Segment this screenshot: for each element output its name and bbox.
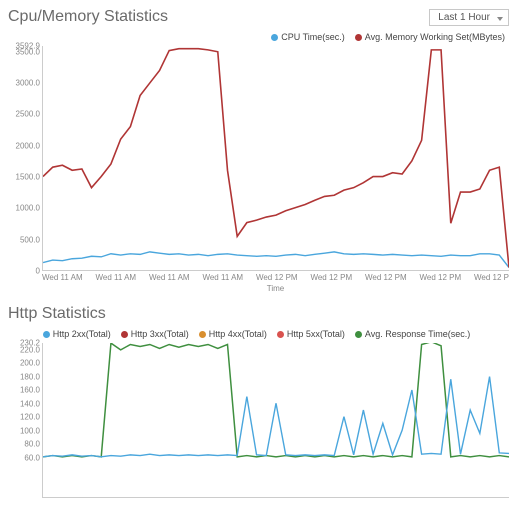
x-tick-label: Wed 12 P: [474, 273, 509, 282]
legend-label: Http 3xx(Total): [131, 329, 189, 339]
y-tick-label: 80.0: [24, 440, 40, 449]
chart-plot-area: 60.080.0100.0120.0140.0160.0180.0200.022…: [8, 343, 509, 498]
x-tick-label: Wed 12 PM: [310, 273, 352, 282]
y-tick-label: 60.0: [24, 453, 40, 462]
y-tick-label: 2000.0: [16, 141, 40, 150]
legend-label: Avg. Memory Working Set(MBytes): [365, 32, 505, 42]
http-stats-panel: Http Statistics Http 2xx(Total) Http 3xx(…: [8, 305, 509, 498]
y-tick-label: 160.0: [20, 386, 40, 395]
legend-swatch: [43, 331, 50, 338]
y-tick-label: 230.2: [20, 339, 40, 348]
series-line: [43, 252, 509, 268]
panel-header: Cpu/Memory Statistics Last 1 Hour: [8, 8, 509, 26]
legend-item: Avg. Memory Working Set(MBytes): [355, 32, 505, 42]
legend-item: Http 3xx(Total): [121, 329, 189, 339]
x-axis: Wed 11 AM Wed 11 AM Wed 11 AM Wed 11 AM Wed …: [42, 271, 509, 282]
y-tick-label: 1000.0: [16, 204, 40, 213]
legend-label: Avg. Response Time(sec.): [365, 329, 470, 339]
y-tick-label: 3000.0: [16, 79, 40, 88]
y-tick-label: 1500.0: [16, 173, 40, 182]
x-tick-label: Wed 11 AM: [202, 273, 243, 282]
dropdown-label: Last 1 Hour: [438, 12, 490, 23]
chart-legend: CPU Time(sec.) Avg. Memory Working Set(MB…: [8, 30, 509, 46]
series-line: [43, 377, 509, 457]
x-tick-label: Wed 11 AM: [42, 273, 83, 282]
x-tick-label: Wed 12 PM: [365, 273, 407, 282]
plot: [42, 343, 509, 498]
x-tick-label: Wed 12 PM: [256, 273, 298, 282]
legend-item: Http 4xx(Total): [199, 329, 267, 339]
y-axis: 60.080.0100.0120.0140.0160.0180.0200.022…: [8, 343, 42, 498]
y-tick-label: 0: [36, 267, 40, 276]
y-tick-label: 200.0: [20, 359, 40, 368]
x-tick-label: Wed 11 AM: [149, 273, 190, 282]
series-line: [43, 343, 509, 457]
y-tick-label: 120.0: [20, 413, 40, 422]
legend-item: Http 2xx(Total): [43, 329, 111, 339]
y-tick-label: 3592.9: [16, 42, 40, 51]
legend-item: Avg. Response Time(sec.): [355, 329, 470, 339]
y-tick-label: 140.0: [20, 399, 40, 408]
chart-title: Http Statistics: [8, 305, 509, 323]
cpu-memory-panel: Cpu/Memory Statistics Last 1 Hour CPU Ti…: [8, 8, 509, 293]
y-tick-label: 100.0: [20, 426, 40, 435]
legend-label: Http 2xx(Total): [53, 329, 111, 339]
legend-swatch: [121, 331, 128, 338]
plot: [42, 46, 509, 271]
y-tick-label: 2500.0: [16, 110, 40, 119]
legend-swatch: [271, 34, 278, 41]
chart-plot-area: 0500.01000.01500.02000.02500.03000.03500…: [8, 46, 509, 271]
x-tick-label: Wed 11 AM: [95, 273, 136, 282]
legend-item: Http 5xx(Total): [277, 329, 345, 339]
legend-swatch: [277, 331, 284, 338]
series-line: [43, 49, 509, 268]
x-axis-label: Time: [42, 282, 509, 293]
x-tick-label: Wed 12 PM: [419, 273, 461, 282]
legend-swatch: [355, 34, 362, 41]
chart-title: Cpu/Memory Statistics: [8, 8, 168, 26]
legend-swatch: [355, 331, 362, 338]
legend-item: CPU Time(sec.): [271, 32, 345, 42]
legend-swatch: [199, 331, 206, 338]
legend-label: Http 5xx(Total): [287, 329, 345, 339]
y-tick-label: 500.0: [20, 235, 40, 244]
legend-label: CPU Time(sec.): [281, 32, 345, 42]
legend-label: Http 4xx(Total): [209, 329, 267, 339]
time-range-dropdown[interactable]: Last 1 Hour: [429, 9, 509, 26]
y-axis: 0500.01000.01500.02000.02500.03000.03500…: [8, 46, 42, 271]
y-tick-label: 180.0: [20, 372, 40, 381]
chart-legend: Http 2xx(Total) Http 3xx(Total) Http 4xx(T…: [8, 327, 509, 343]
